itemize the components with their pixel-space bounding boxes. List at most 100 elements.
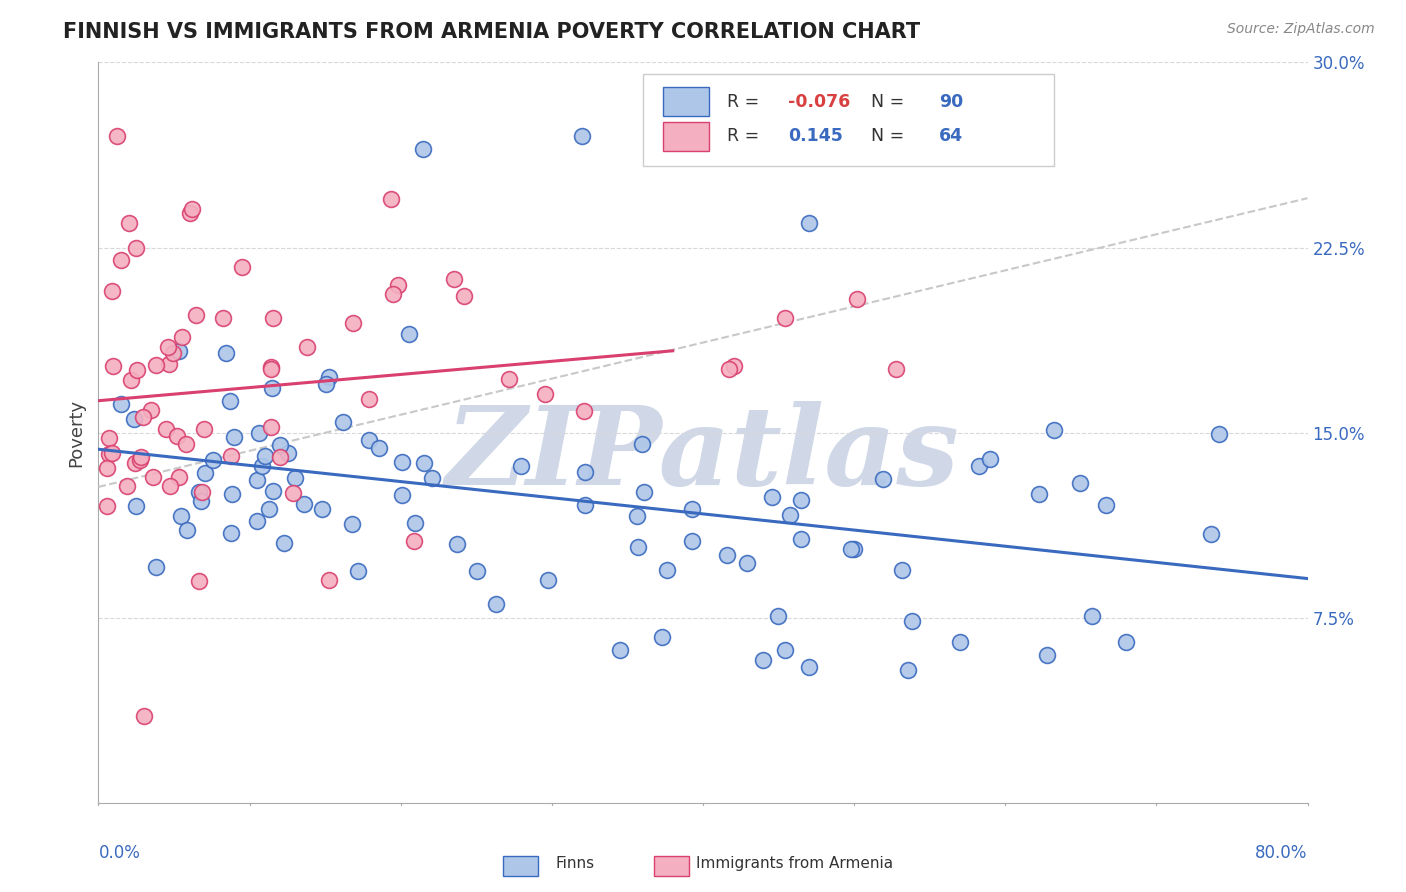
Point (246, 514, 269, 528)
Point (453, 289, 475, 303)
Text: 90: 90 (939, 93, 963, 111)
Point (172, 330, 194, 344)
Point (1081, 608, 1104, 623)
Point (157, 357, 180, 371)
Point (246, 473, 269, 487)
Point (187, 485, 209, 500)
Point (167, 343, 190, 358)
Point (156, 340, 179, 354)
Point (129, 453, 152, 467)
Point (125, 500, 148, 514)
Point (260, 359, 283, 374)
Point (382, 287, 405, 301)
Point (125, 240, 148, 255)
Point (498, 371, 520, 385)
Point (231, 260, 253, 275)
Point (332, 416, 354, 430)
Point (340, 517, 363, 532)
Point (537, 573, 560, 587)
Point (98, 447, 121, 461)
Point (260, 362, 283, 376)
Point (219, 449, 242, 463)
Point (872, 472, 894, 486)
Point (681, 533, 703, 548)
Point (297, 340, 319, 354)
Point (891, 563, 914, 577)
Point (262, 311, 284, 326)
Point (142, 470, 165, 484)
Point (129, 450, 152, 464)
Text: N =: N = (860, 128, 910, 145)
Point (737, 556, 759, 570)
FancyBboxPatch shape (664, 121, 709, 152)
Point (357, 392, 380, 406)
Point (357, 434, 380, 448)
Point (609, 642, 631, 657)
Point (391, 455, 413, 469)
Point (901, 614, 924, 628)
Point (318, 370, 340, 384)
Point (572, 403, 595, 417)
Point (1036, 648, 1059, 662)
Point (262, 484, 284, 499)
FancyBboxPatch shape (643, 73, 1053, 166)
Point (315, 377, 337, 392)
Point (842, 541, 865, 556)
Point (846, 292, 869, 306)
Point (100, 284, 122, 298)
Point (259, 502, 281, 516)
Point (574, 498, 596, 512)
Point (131, 410, 153, 425)
Point (96, 499, 118, 513)
Point (269, 450, 291, 464)
Point (169, 470, 191, 484)
Point (391, 488, 413, 502)
Point (179, 206, 201, 220)
Text: N =: N = (860, 93, 910, 111)
Point (155, 422, 177, 436)
Point (342, 316, 364, 330)
Point (766, 608, 789, 623)
Point (176, 523, 198, 537)
Point (103, 359, 125, 373)
Point (269, 438, 291, 452)
Point (779, 508, 801, 523)
Point (969, 458, 991, 473)
Point (110, 252, 132, 267)
Point (633, 484, 655, 499)
Point (790, 532, 813, 546)
Point (1095, 498, 1118, 512)
Point (884, 362, 907, 376)
Text: 64: 64 (939, 128, 963, 145)
Point (398, 326, 420, 341)
Point (224, 429, 246, 443)
Point (534, 386, 557, 401)
Point (174, 437, 197, 451)
Point (716, 549, 738, 563)
Point (273, 535, 295, 549)
Point (194, 466, 217, 480)
Text: Source: ZipAtlas.com: Source: ZipAtlas.com (1227, 22, 1375, 37)
Point (281, 486, 304, 500)
Point (311, 502, 333, 516)
Point (773, 311, 796, 326)
Point (443, 272, 465, 286)
Point (655, 563, 678, 577)
Text: Finns: Finns (555, 856, 595, 871)
Point (218, 394, 240, 409)
Point (277, 446, 299, 460)
Point (797, 660, 820, 674)
Point (368, 442, 391, 456)
Point (190, 494, 212, 508)
Point (723, 359, 745, 373)
Point (485, 597, 508, 611)
Point (412, 142, 434, 156)
Point (510, 459, 533, 474)
Point (159, 479, 181, 493)
Point (254, 450, 277, 464)
Point (118, 216, 141, 230)
Point (1208, 427, 1230, 442)
Point (219, 525, 242, 540)
Point (145, 359, 167, 373)
Point (1028, 487, 1050, 501)
